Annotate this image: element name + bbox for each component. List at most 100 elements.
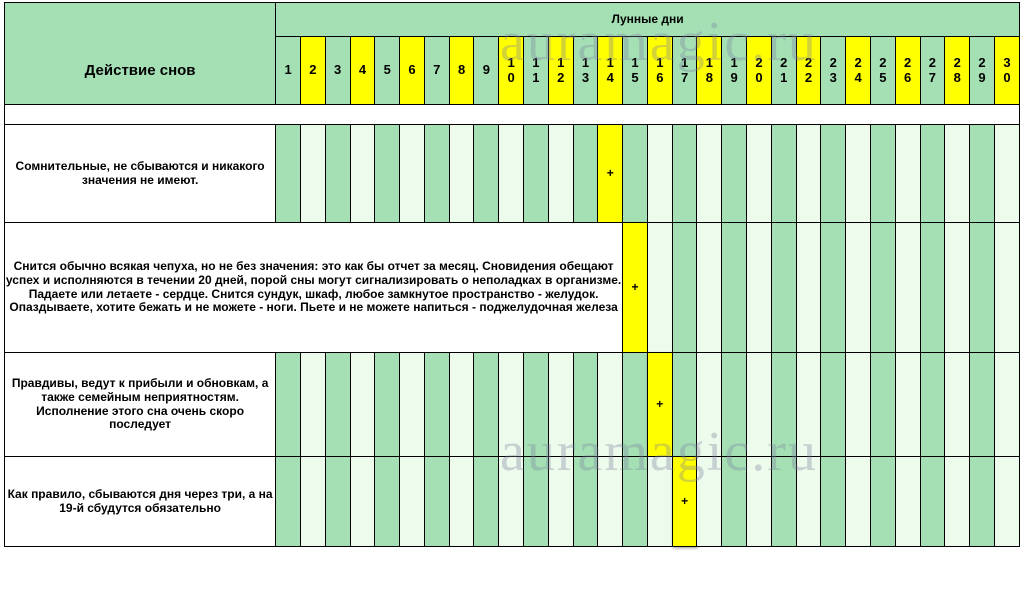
row-3-day-1 <box>276 353 301 457</box>
row-1-day-15 <box>623 125 648 223</box>
row-1-day-5 <box>375 125 400 223</box>
row-3-day-24 <box>846 353 871 457</box>
row-3-day-2 <box>300 353 325 457</box>
row-3-day-18 <box>697 353 722 457</box>
row-3-day-30 <box>994 353 1019 457</box>
header-day-4: 4 <box>350 37 375 105</box>
row-1-day-14: + <box>598 125 623 223</box>
row-1-day-27 <box>920 125 945 223</box>
header-day-9: 9 <box>474 37 499 105</box>
row-1-day-2 <box>300 125 325 223</box>
row-4-day-14 <box>598 457 623 547</box>
row-4-day-15 <box>623 457 648 547</box>
header-numbers-row: Действие снов 12345678910111213141516171… <box>5 37 1020 105</box>
row-1-day-12 <box>548 125 573 223</box>
body-row-4: Как правило, сбываются дня через три, а … <box>5 457 1020 547</box>
row-4-day-29 <box>970 457 995 547</box>
row-2-day-23 <box>821 223 846 353</box>
header-day-20: 20 <box>747 37 772 105</box>
row-1-day-7 <box>424 125 449 223</box>
row-2-day-27 <box>920 223 945 353</box>
row-1-day-28 <box>945 125 970 223</box>
row-1-day-13 <box>573 125 598 223</box>
row-1-day-9 <box>474 125 499 223</box>
row-1-day-22 <box>796 125 821 223</box>
row-4-day-27 <box>920 457 945 547</box>
row-4-day-1 <box>276 457 301 547</box>
row-1-day-16 <box>647 125 672 223</box>
row-3-label: Правдивы, ведут к прибыли и обновкам, а … <box>5 353 276 457</box>
header-day-14: 14 <box>598 37 623 105</box>
row-3-day-6 <box>400 353 425 457</box>
row-2-day-22 <box>796 223 821 353</box>
row-4-day-8 <box>449 457 474 547</box>
row-1-day-18 <box>697 125 722 223</box>
row-3-day-27 <box>920 353 945 457</box>
header-day-23: 23 <box>821 37 846 105</box>
row-1-day-23 <box>821 125 846 223</box>
header-title-row: Лунные дни <box>5 3 1020 37</box>
header-day-24: 24 <box>846 37 871 105</box>
row-2-day-21 <box>771 223 796 353</box>
row-1-day-30 <box>994 125 1019 223</box>
header-day-27: 27 <box>920 37 945 105</box>
header-day-25: 25 <box>870 37 895 105</box>
row-3-day-20 <box>747 353 772 457</box>
row-4-day-7 <box>424 457 449 547</box>
header-day-12: 12 <box>548 37 573 105</box>
row-2-day-24 <box>846 223 871 353</box>
row-3-day-13 <box>573 353 598 457</box>
row-2-label: Снится обычно всякая чепуха, но не без з… <box>5 223 623 353</box>
row-2-day-26 <box>895 223 920 353</box>
row-3-day-21 <box>771 353 796 457</box>
header-day-17: 17 <box>672 37 697 105</box>
header-day-26: 26 <box>895 37 920 105</box>
row-1-day-6 <box>400 125 425 223</box>
row-1-day-25 <box>870 125 895 223</box>
row-1-day-8 <box>449 125 474 223</box>
row-1-day-26 <box>895 125 920 223</box>
header-lunar-days-title: Лунные дни <box>276 3 1020 37</box>
header-day-3: 3 <box>325 37 350 105</box>
row-4-day-10 <box>499 457 524 547</box>
row-3-day-7 <box>424 353 449 457</box>
header-day-13: 13 <box>573 37 598 105</box>
row-1-day-4 <box>350 125 375 223</box>
row-4-day-21 <box>771 457 796 547</box>
row-4-day-17: + <box>672 457 697 547</box>
row-4-day-18 <box>697 457 722 547</box>
row-4-day-3 <box>325 457 350 547</box>
row-4-day-22 <box>796 457 821 547</box>
row-4-day-5 <box>375 457 400 547</box>
row-3-day-9 <box>474 353 499 457</box>
row-4-day-16 <box>647 457 672 547</box>
row-4-day-9 <box>474 457 499 547</box>
row-4-day-30 <box>994 457 1019 547</box>
header-day-21: 21 <box>771 37 796 105</box>
row-4-day-13 <box>573 457 598 547</box>
row-4-day-20 <box>747 457 772 547</box>
body-row-2: Снится обычно всякая чепуха, но не без з… <box>5 223 1020 353</box>
row-4-day-4 <box>350 457 375 547</box>
row-1-day-21 <box>771 125 796 223</box>
row-4-day-25 <box>870 457 895 547</box>
header-day-2: 2 <box>300 37 325 105</box>
row-2-day-29 <box>970 223 995 353</box>
row-4-day-12 <box>548 457 573 547</box>
row-4-day-6 <box>400 457 425 547</box>
row-3-day-14 <box>598 353 623 457</box>
row-3-day-8 <box>449 353 474 457</box>
row-4-day-23 <box>821 457 846 547</box>
row-4-day-2 <box>300 457 325 547</box>
header-day-16: 16 <box>647 37 672 105</box>
header-day-1: 1 <box>276 37 301 105</box>
header-day-11: 11 <box>524 37 549 105</box>
row-3-day-17 <box>672 353 697 457</box>
row-2-day-25 <box>870 223 895 353</box>
body-row-3: Правдивы, ведут к прибыли и обновкам, а … <box>5 353 1020 457</box>
header-day-10: 10 <box>499 37 524 105</box>
header-day-15: 15 <box>623 37 648 105</box>
row-4-day-28 <box>945 457 970 547</box>
row-1-day-20 <box>747 125 772 223</box>
row-3-day-29 <box>970 353 995 457</box>
